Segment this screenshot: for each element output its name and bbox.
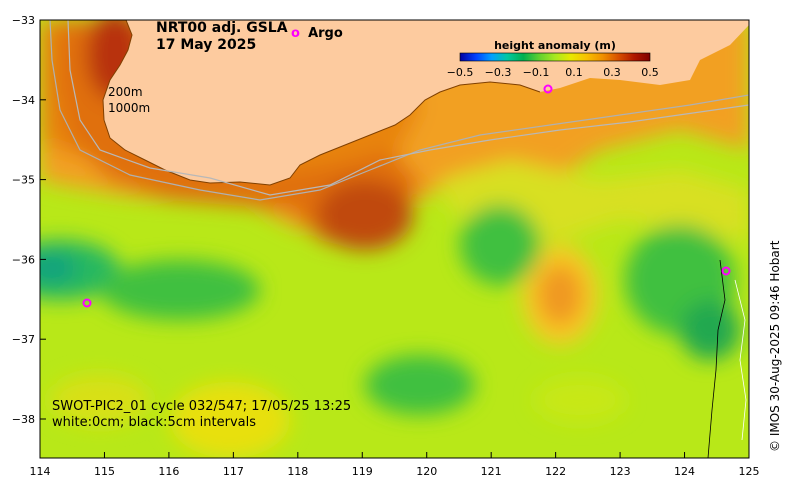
colorbar-tick-label: 0.3	[603, 66, 621, 79]
argo-legend-symbol: o	[291, 26, 300, 41]
map-title-date: 17 May 2025	[156, 37, 257, 53]
map-title-product: NRT00 adj. GSLA	[156, 20, 288, 36]
y-tick-label: −37	[12, 333, 35, 346]
x-tick-label: 114	[30, 465, 51, 478]
colorbar-tick-label: 0.5	[641, 66, 659, 79]
argo-float	[82, 298, 92, 308]
y-tick-label: −36	[12, 253, 35, 266]
plot-frame	[39, 19, 750, 459]
colorbar-gradient	[459, 52, 651, 62]
x-tick-label: 124	[674, 465, 695, 478]
colorbar-tick-label: −0.3	[485, 66, 512, 79]
x-tick-label: 122	[545, 465, 566, 478]
contour-label-200m: 200m	[108, 85, 143, 99]
y-tick-label: −35	[12, 174, 35, 187]
argo-float	[721, 266, 731, 276]
x-tick-label: 121	[481, 465, 502, 478]
y-tick-label: −38	[12, 413, 35, 426]
contour-label-1000m: 1000m	[108, 101, 150, 115]
contour-1000m	[67, 20, 749, 196]
argo-float	[543, 84, 553, 94]
y-tick-label: −34	[12, 94, 35, 107]
x-tick-label: 119	[352, 465, 373, 478]
swot-swath-edge	[707, 259, 726, 458]
colorbar-label: height anomaly (m)	[494, 39, 616, 52]
colorbar: height anomaly (m) −0.5 −0.3 −0.1 0.1 0.3 0.5	[447, 39, 659, 79]
y-axis: −33 −34 −35 −36 −37 −38	[12, 14, 46, 426]
swot-annotation: SWOT-PIC2_01 cycle 032/547; 17/05/25 13:…	[52, 399, 351, 431]
swot-pass-info: SWOT-PIC2_01 cycle 032/547; 17/05/25 13:…	[52, 399, 352, 414]
argo-legend-label: Argo	[308, 26, 343, 41]
x-tick-label: 123	[610, 465, 631, 478]
map-title: NRT00 adj. GSLA 17 May 2025	[156, 20, 288, 54]
map-field	[40, 20, 749, 458]
colorbar-tick-label: 0.1	[565, 66, 583, 79]
argo-legend: o Argo	[291, 26, 343, 41]
x-tick-label: 125	[739, 465, 760, 478]
x-tick-label: 120	[416, 465, 437, 478]
colorbar-tick-label: −0.5	[447, 66, 474, 79]
credit-text: © IMOS 30-Aug-2025 09:46 Hobart	[768, 240, 782, 452]
contour-interval-info: white:0cm; black:5cm intervals	[52, 415, 256, 430]
y-tick-label: −33	[12, 14, 35, 27]
x-tick-label: 116	[158, 465, 179, 478]
x-tick-label: 117	[223, 465, 244, 478]
x-axis: 114 115 116 117 118 119 120 121 122 123 124 125	[30, 452, 760, 478]
colorbar-tick-label: −0.1	[523, 66, 550, 79]
contour-200m	[49, 20, 749, 201]
x-tick-label: 118	[287, 465, 308, 478]
x-tick-label: 115	[94, 465, 115, 478]
